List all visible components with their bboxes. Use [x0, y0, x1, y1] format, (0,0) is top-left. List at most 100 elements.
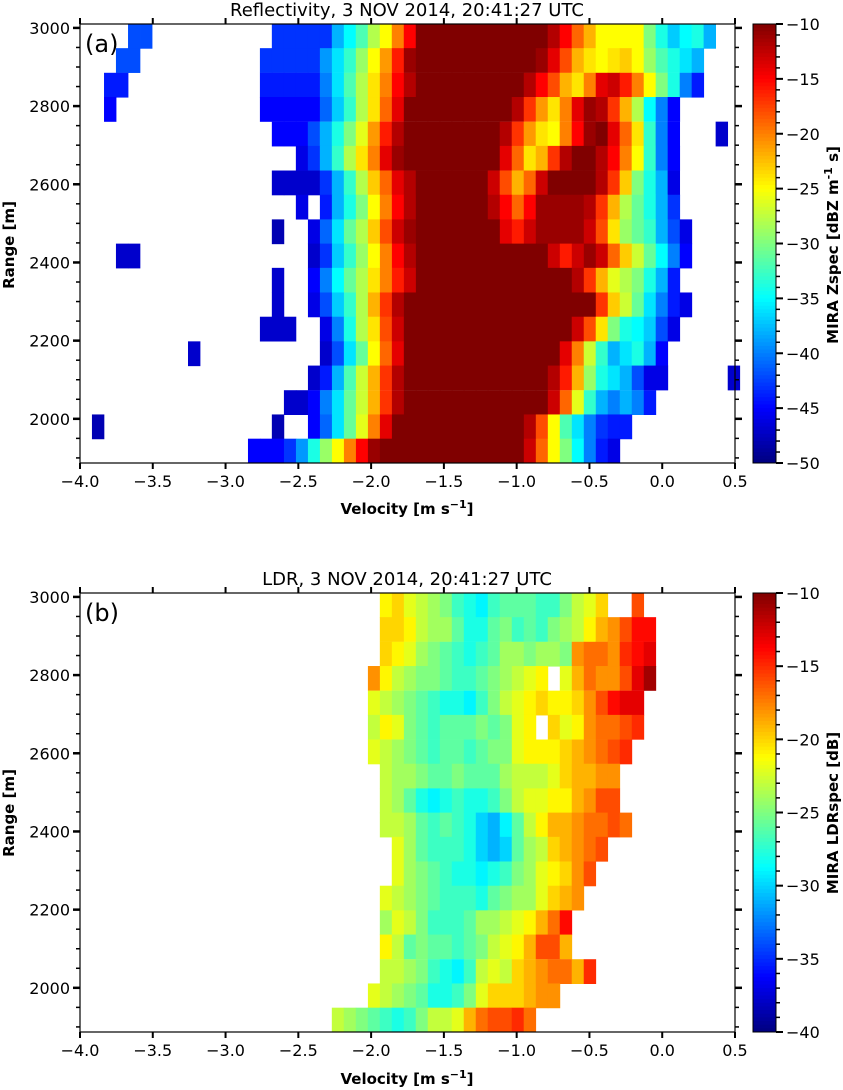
heatmap-cell	[655, 219, 669, 245]
heatmap-cell	[379, 934, 393, 960]
y-tick-label: 3000	[29, 19, 70, 38]
heatmap-cell	[691, 48, 705, 73]
heatmap-cell	[631, 592, 645, 618]
heatmap-cell	[247, 438, 261, 464]
heatmap-cell	[115, 48, 129, 73]
heatmap-cell	[679, 23, 693, 49]
heatmap-cell	[595, 690, 609, 716]
heatmap-cell	[511, 617, 525, 642]
heatmap-cell	[367, 292, 381, 318]
heatmap-cell	[547, 641, 561, 667]
heatmap-cell	[415, 23, 429, 49]
heatmap-cell	[499, 739, 513, 765]
panel-b-ldr: LDR, 3 NOV 2014, 20:41:27 UTC (b) Range …	[0, 569, 842, 1088]
heatmap-cell	[499, 414, 513, 440]
heatmap-cell	[463, 690, 477, 716]
colorbar-segment	[753, 400, 776, 405]
colorbar-segment	[753, 221, 776, 226]
heatmap-cell	[607, 170, 621, 196]
heatmap-cell	[583, 121, 597, 147]
heatmap-cell	[583, 292, 597, 318]
heatmap-cell	[379, 983, 393, 1009]
heatmap-cell	[475, 243, 489, 269]
heatmap-cell	[343, 243, 357, 269]
heatmap-cell	[295, 72, 309, 98]
x-tick-label: −2.5	[279, 1041, 318, 1060]
heatmap-cell	[463, 390, 477, 415]
heatmap-cell	[427, 316, 441, 342]
heatmap-cell	[475, 812, 489, 838]
heatmap-cell	[307, 267, 321, 293]
heatmap-cell	[547, 390, 561, 415]
heatmap-cell	[523, 690, 537, 716]
heatmap-cell	[307, 23, 321, 49]
heatmap-cell	[391, 788, 405, 814]
heatmap-cell	[439, 739, 453, 765]
heatmap-cell	[403, 194, 417, 220]
heatmap-cell	[403, 145, 417, 171]
heatmap-cell	[559, 438, 573, 464]
heatmap-cell	[391, 910, 405, 936]
colorbar-segment	[753, 988, 776, 993]
x-tick-label: −0.5	[570, 1041, 609, 1060]
colorbar-segment	[753, 206, 776, 212]
colorbar-segment	[753, 863, 776, 868]
heatmap-cell	[499, 666, 513, 691]
colorbar-segment	[753, 925, 776, 931]
colorbar-segment	[753, 816, 776, 821]
heatmap-cell	[415, 292, 429, 318]
heatmap-cell	[571, 194, 585, 220]
colorbar-segment	[753, 166, 776, 171]
heatmap-cell	[475, 836, 489, 862]
colorbar-segment	[753, 137, 776, 142]
heatmap-cell	[475, 910, 489, 936]
heatmap-cell	[415, 763, 429, 789]
heatmap-cell	[511, 739, 525, 765]
heatmap-cell	[475, 194, 489, 220]
x-tick-label: −2.0	[352, 472, 391, 491]
y-tick-label: 2200	[29, 332, 70, 351]
heatmap-cell	[379, 219, 393, 245]
heatmap-cell	[391, 390, 405, 415]
colorbar-segment	[753, 327, 776, 332]
heatmap-cell	[415, 97, 429, 122]
heatmap-cell	[415, 145, 429, 171]
heatmap-cell	[631, 267, 645, 293]
heatmap-cell	[535, 983, 549, 1009]
y-tick-label: 2400	[29, 822, 70, 841]
heatmap-cell	[403, 97, 417, 122]
heatmap-cell	[547, 267, 561, 293]
heatmap-cell	[535, 739, 549, 765]
heatmap-cell	[391, 414, 405, 440]
heatmap-cell	[259, 48, 273, 73]
heatmap-cell	[559, 121, 573, 147]
heatmap-cell	[475, 97, 489, 122]
colorbar-segment	[753, 951, 776, 956]
heatmap-cell	[583, 97, 597, 122]
heatmap-cell	[319, 48, 333, 73]
heatmap-cell	[391, 983, 405, 1009]
heatmap-cell	[343, 97, 357, 122]
colorbar-segment	[753, 283, 776, 288]
heatmap-cell	[451, 763, 465, 789]
heatmap-cell	[343, 341, 357, 367]
colorbar-tick-label: −25	[786, 180, 820, 199]
heatmap-cell	[595, 145, 609, 171]
heatmap-cell	[523, 438, 537, 464]
heatmap-cell	[463, 72, 477, 98]
heatmap-cell	[391, 292, 405, 318]
heatmap-cell	[331, 414, 345, 440]
heatmap-cell	[475, 641, 489, 667]
x-tick-label: 0.0	[649, 1041, 674, 1060]
heatmap-cell	[547, 316, 561, 342]
heatmap-cell	[271, 121, 285, 147]
colorbar-segment	[753, 192, 776, 197]
heatmap-cell	[655, 341, 669, 367]
heatmap-cell	[667, 194, 681, 220]
heatmap-cell	[643, 23, 657, 49]
colorbar-segment	[753, 217, 776, 223]
heatmap-cell	[559, 861, 573, 887]
heatmap-cell	[571, 617, 585, 642]
heatmap-cell	[523, 812, 537, 838]
heatmap-cell	[415, 910, 429, 936]
